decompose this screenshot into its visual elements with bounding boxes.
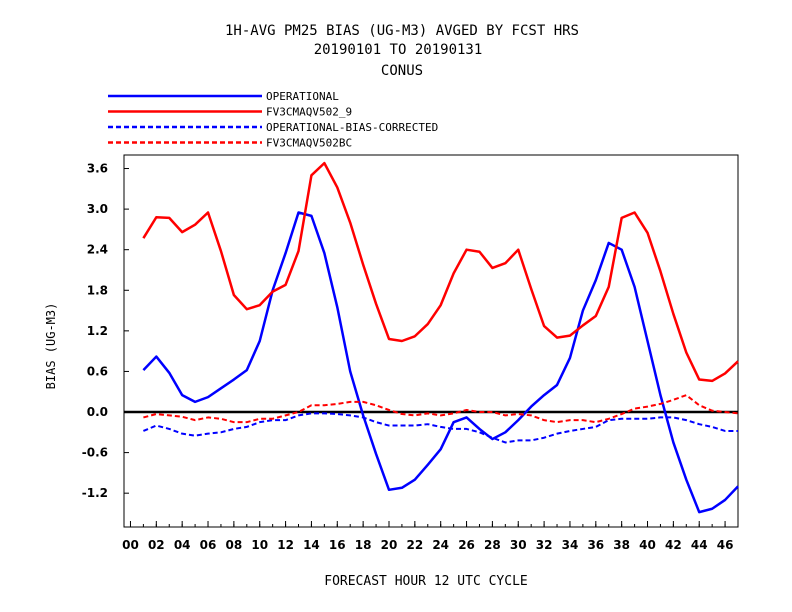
x-tick-label: 42 — [665, 538, 682, 552]
x-tick-label: 02 — [148, 538, 165, 552]
y-axis: 3.6 3.0 2.4 1.8 1.2 0.6 0.0 -0.6 -1.2 — [82, 162, 129, 500]
x-tick-label: 08 — [226, 538, 243, 552]
x-tick-label: 36 — [587, 538, 604, 552]
title-line-2: 20190101 TO 20190131 — [314, 42, 483, 58]
y-axis-label: BIAS (UG-M3) — [44, 303, 58, 390]
y-tick-label: 1.8 — [87, 283, 108, 297]
y-tick-label: -0.6 — [82, 446, 108, 460]
x-tick-label: 24 — [432, 538, 449, 552]
legend-label: FV3CMAQV502_9 — [266, 106, 352, 119]
series-line-fv3cmaqv502-9 — [142, 161, 739, 383]
x-axis: 00 02 04 06 08 10 12 14 16 18 20 22 24 26 28 30 32 34 36 38… — [122, 521, 733, 552]
x-tick-label: 30 — [510, 538, 527, 552]
series-line-operational — [142, 211, 739, 514]
x-tick-label: 00 — [122, 538, 139, 552]
y-tick-label: 3.0 — [87, 202, 108, 216]
chart-title: 1H-AVG PM25 BIAS (UG-M3) AVGED BY FCST H… — [225, 23, 579, 79]
x-axis-label: FORECAST HOUR 12 UTC CYCLE — [324, 574, 528, 589]
x-tick-label: 46 — [717, 538, 734, 552]
x-tick-label: 44 — [691, 538, 708, 552]
x-tick-label: 40 — [639, 538, 656, 552]
x-tick-label: 12 — [277, 538, 294, 552]
plot-frame — [123, 154, 739, 528]
x-tick-label: 16 — [329, 538, 346, 552]
legend-label: OPERATIONAL-BIAS-CORRECTED — [266, 121, 438, 134]
series-line-operational-bias-corrected — [143, 412, 738, 444]
x-tick-label: 18 — [355, 538, 372, 552]
legend: OPERATIONAL FV3CMAQV502_9 OPERATIONAL-BIAS… — [108, 90, 438, 150]
x-tick-label: 10 — [251, 538, 268, 552]
title-line-1: 1H-AVG PM25 BIAS (UG-M3) AVGED BY FCST H… — [225, 23, 579, 39]
x-tick-label: 22 — [406, 538, 423, 552]
x-tick-label: 06 — [200, 538, 217, 552]
y-tick-label: 2.4 — [87, 243, 108, 257]
x-tick-label: 38 — [613, 538, 630, 552]
x-tick-label: 20 — [381, 538, 398, 552]
y-tick-label: 0.6 — [87, 364, 108, 378]
x-tick-label: 34 — [562, 538, 579, 552]
x-tick-label: 28 — [484, 538, 501, 552]
y-tick-label: -1.2 — [82, 486, 108, 500]
y-tick-label: 3.6 — [87, 162, 108, 176]
title-line-3: CONUS — [381, 63, 423, 79]
x-tick-label: 14 — [303, 538, 320, 552]
legend-label: FV3CMAQV502BC — [266, 137, 352, 150]
x-tick-label: 26 — [458, 538, 475, 552]
x-tick-label: 04 — [174, 538, 191, 552]
legend-label: OPERATIONAL — [266, 90, 339, 103]
x-tick-label: 32 — [536, 538, 553, 552]
y-tick-label: 0.0 — [87, 405, 108, 419]
y-tick-label: 1.2 — [87, 324, 108, 338]
series-line-fv3cmaqv502bc — [143, 394, 739, 424]
series-group — [142, 161, 739, 514]
